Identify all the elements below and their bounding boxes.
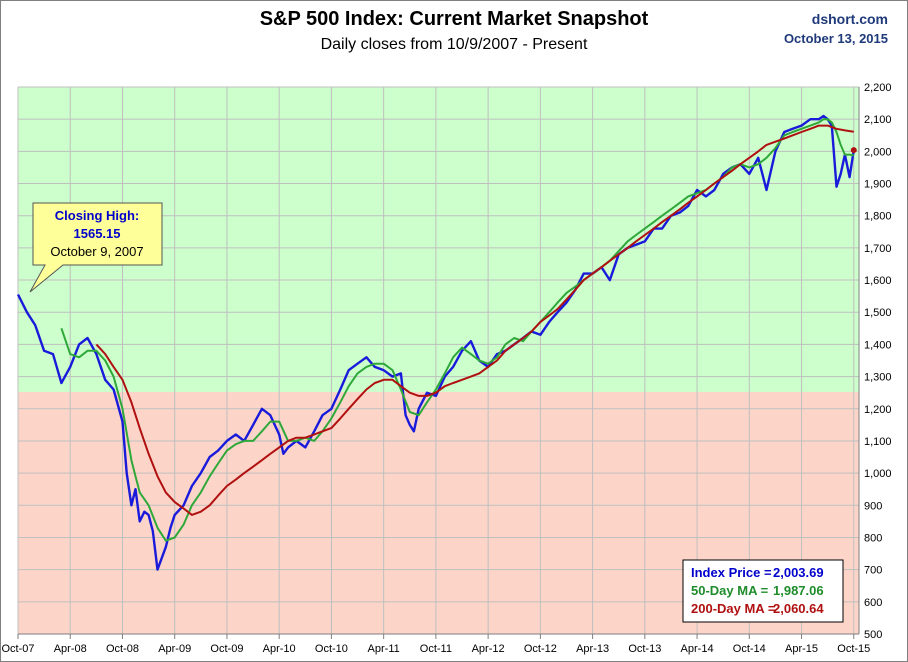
y-tick-label: 1,200 [864, 404, 892, 416]
latest-point-marker [850, 147, 857, 154]
x-tick-label: Oct-09 [210, 643, 243, 655]
x-tick-label: Apr-10 [263, 643, 296, 655]
index-price-label: Index Price = [691, 565, 772, 580]
y-tick-label: 1,500 [864, 307, 892, 319]
callout-line3: October 9, 2007 [50, 244, 143, 259]
ma200-line [95, 124, 854, 516]
ma50-label: 50-Day MA = [691, 583, 769, 598]
x-tick-label: Apr-08 [54, 643, 87, 655]
y-tick-label: 1,800 [864, 211, 892, 223]
x-tick-label: Apr-11 [368, 643, 400, 655]
y-tick-label: 600 [864, 597, 882, 609]
x-tick-label: Oct-07 [1, 643, 34, 655]
x-tick-label: Oct-15 [837, 643, 870, 655]
y-tick-label: 1,000 [864, 468, 892, 480]
callout-line1: Closing High: [55, 208, 140, 223]
y-tick-label: 1,600 [864, 275, 892, 287]
date-label: October 13, 2015 [783, 31, 888, 46]
y-tick-label: 1,900 [864, 179, 892, 191]
ma200-label: 200-Day MA = [691, 601, 776, 616]
y-tick-label: 1,700 [864, 243, 892, 255]
series-lines [16, 114, 855, 571]
x-tick-label: Apr-12 [472, 643, 505, 655]
y-tick-label: 500 [864, 629, 882, 641]
y-tick-label: 800 [864, 532, 882, 544]
y-tick-label: 1,300 [864, 372, 892, 384]
x-tick-label: Apr-15 [785, 643, 818, 655]
ma50-line [60, 118, 855, 542]
callout-line2: 1565.15 [74, 226, 121, 241]
x-tick-label: Oct-12 [524, 643, 557, 655]
x-tick-label: Apr-14 [681, 643, 714, 655]
y-tick-label: 2,100 [864, 114, 892, 126]
x-tick-label: Apr-09 [158, 643, 191, 655]
ma50-value: 1,987.06 [773, 583, 824, 598]
y-tick-label: 900 [864, 500, 882, 512]
x-tick-label: Oct-13 [628, 643, 661, 655]
y-tick-label: 700 [864, 565, 882, 577]
endpoint-marker [850, 147, 857, 154]
y-tick-label: 1,400 [864, 339, 892, 351]
ma200-value: 2,060.64 [773, 601, 824, 616]
y-tick-label: 1,100 [864, 436, 892, 448]
x-tick-label: Oct-14 [733, 643, 766, 655]
x-tick-label: Oct-11 [420, 643, 452, 655]
y-axis: 500 600 700 800 900 1,000 1,100 1,200 1,300 1,400… [858, 82, 892, 641]
summary-box: Index Price = 2,003.69 50-Day MA = 1,987… [682, 559, 844, 623]
x-axis: Oct-07 Apr-08 Oct-08 Apr-09 Oct-09 Apr-10 Oct-… [1, 633, 870, 655]
index-price-value: 2,003.69 [773, 565, 824, 580]
y-tick-label: 2,000 [864, 146, 892, 158]
chart-subtitle: Daily closes from 10/9/2007 - Present [320, 36, 588, 53]
y-tick-label: 2,200 [864, 82, 892, 94]
x-tick-label: Oct-08 [106, 643, 139, 655]
closing-high-callout: Closing High: 1565.15 October 9, 2007 [29, 202, 163, 293]
x-tick-label: Apr-13 [576, 643, 609, 655]
x-tick-label: Oct-10 [315, 643, 348, 655]
chart-title: S&P 500 Index: Current Market Snapshot [259, 8, 649, 30]
callout-bubble [29, 202, 163, 293]
source-label: dshort.com [811, 11, 888, 27]
